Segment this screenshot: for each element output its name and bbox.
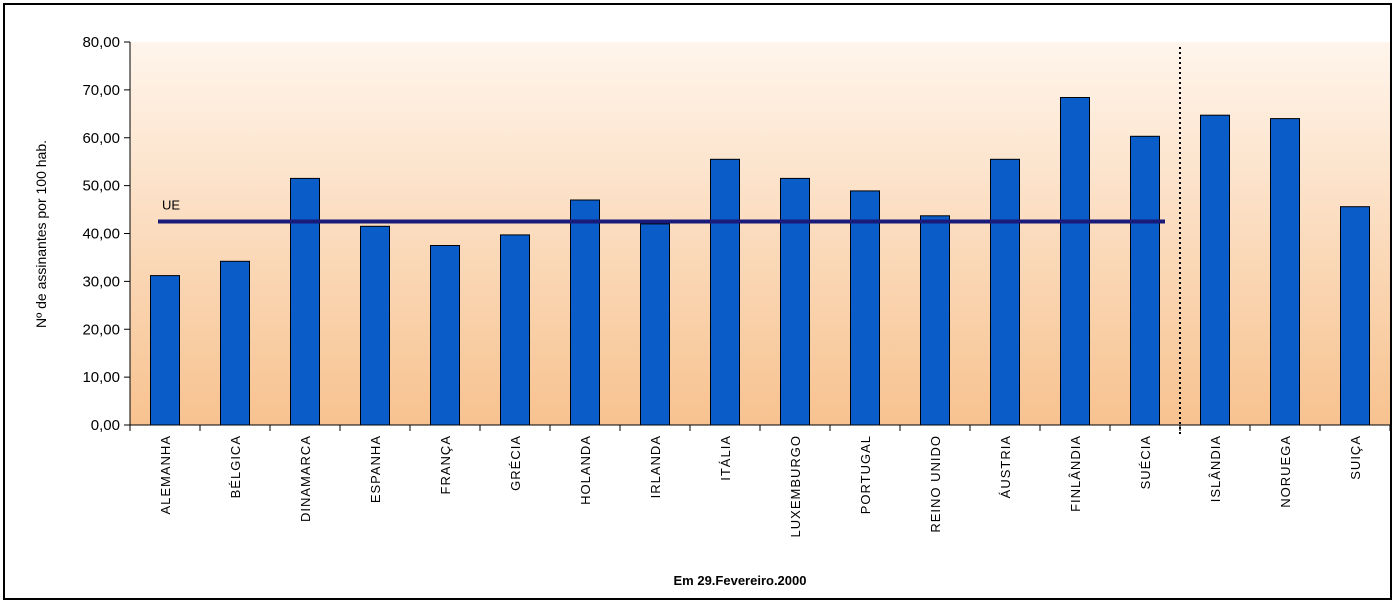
category-label: REINO UNIDO bbox=[928, 435, 943, 533]
category-label: BÉLGICA bbox=[228, 435, 243, 498]
bar bbox=[570, 199, 600, 426]
bar bbox=[850, 190, 880, 426]
bar bbox=[780, 177, 810, 426]
category-label: ALEMANHA bbox=[158, 435, 173, 515]
bar bbox=[430, 245, 460, 426]
y-tick-label: 10,00 bbox=[82, 369, 120, 386]
category-label: PORTUGAL bbox=[858, 435, 873, 514]
bar bbox=[1270, 118, 1300, 426]
bar bbox=[220, 260, 250, 426]
bar bbox=[360, 225, 390, 426]
category-label: DINAMARCA bbox=[298, 435, 313, 522]
y-tick-label: 40,00 bbox=[82, 226, 120, 243]
bar bbox=[710, 158, 740, 426]
category-label: SUÉCIA bbox=[1138, 435, 1153, 489]
category-label: ESPANHA bbox=[368, 435, 383, 503]
ue-reference-label: UE bbox=[162, 198, 180, 213]
category-label: GRÉCIA bbox=[508, 435, 523, 491]
category-label: NORUEGA bbox=[1278, 435, 1293, 508]
bar bbox=[150, 275, 180, 426]
bar bbox=[1340, 206, 1370, 426]
category-label: ITÁLIA bbox=[718, 435, 733, 481]
category-label: IRLANDA bbox=[648, 435, 663, 498]
y-tick-label: 50,00 bbox=[82, 178, 120, 195]
bar bbox=[1060, 97, 1090, 426]
category-label: ÁUSTRIA bbox=[998, 435, 1013, 498]
category-label: FRANÇA bbox=[438, 435, 453, 494]
bar bbox=[1200, 114, 1230, 426]
category-label: LUXEMBURGO bbox=[788, 435, 803, 537]
y-axis-label: Nº de assinantes por 100 hab. bbox=[33, 140, 49, 328]
category-label: HOLANDA bbox=[578, 435, 593, 505]
bar bbox=[640, 223, 670, 426]
category-label: ISLÂNDIA bbox=[1208, 435, 1223, 502]
y-tick-label: 80,00 bbox=[82, 34, 120, 51]
chart-footer: Em 29.Fevereiro.2000 bbox=[674, 573, 807, 588]
bar bbox=[290, 177, 320, 426]
y-tick-label: 20,00 bbox=[82, 321, 120, 338]
category-label: FINLÂNDIA bbox=[1068, 435, 1083, 512]
y-tick-label: 60,00 bbox=[82, 130, 120, 147]
bar bbox=[920, 215, 950, 426]
bar bbox=[500, 234, 530, 426]
bar bbox=[990, 158, 1020, 426]
category-label: SUIÇA bbox=[1348, 435, 1363, 480]
bar bbox=[1130, 135, 1160, 426]
y-tick-label: 0,00 bbox=[91, 417, 120, 434]
y-tick-label: 70,00 bbox=[82, 82, 120, 99]
y-tick-label: 30,00 bbox=[82, 273, 120, 290]
